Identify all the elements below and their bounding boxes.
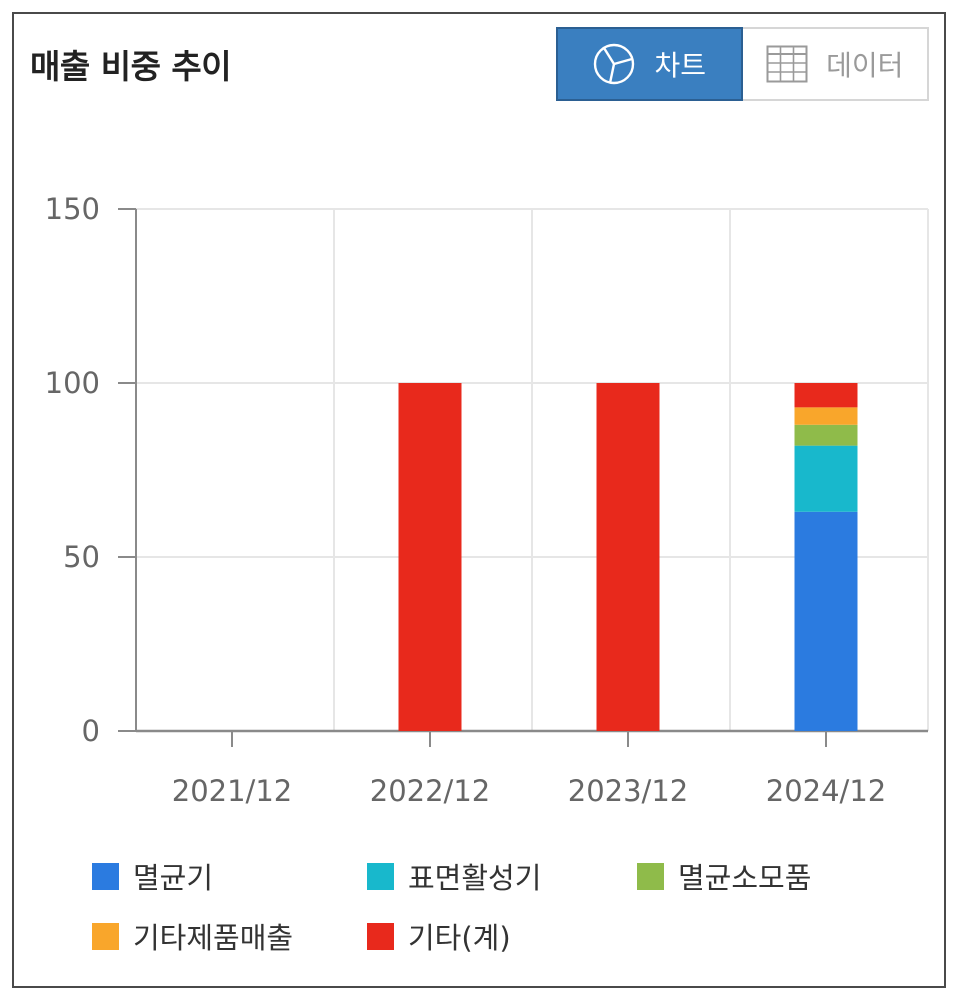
legend-label: 표면활성기 <box>408 861 542 895</box>
x-tick-label: 2022/12 <box>370 774 490 808</box>
chart-title: 매출 비중 추이 <box>30 47 232 86</box>
x-tick-label: 2024/12 <box>766 774 886 808</box>
bar-4-2 <box>596 383 660 731</box>
bar-4-1 <box>398 383 462 731</box>
legend-item[interactable]: 표면활성기 <box>367 855 541 897</box>
table-grid-icon <box>766 45 808 83</box>
x-tick-label: 2023/12 <box>568 774 688 808</box>
legend-swatch <box>92 922 119 950</box>
y-tick-label: 150 <box>45 192 100 226</box>
view-toggle: 차트 데이터 <box>556 27 929 101</box>
y-tick-label: 50 <box>63 540 100 574</box>
legend-label: 멸균소모품 <box>678 861 812 895</box>
legend-item[interactable]: 멸균기 <box>92 855 213 897</box>
legend-swatch <box>637 862 664 890</box>
data-view-button[interactable]: 데이터 <box>742 27 929 101</box>
legend-item[interactable]: 기타제품매출 <box>92 915 293 957</box>
pie-chart-icon <box>594 43 635 85</box>
legend-item[interactable]: 기타(계) <box>367 915 511 957</box>
y-tick-label: 100 <box>45 366 100 400</box>
legend-label: 멸균기 <box>133 861 214 895</box>
bar-0-3 <box>794 511 858 731</box>
data-view-label: 데이터 <box>826 49 904 82</box>
chart-view-label: 차트 <box>654 49 707 82</box>
legend-swatch <box>367 862 394 890</box>
chart-panel <box>12 12 946 988</box>
y-tick-label: 0 <box>82 714 100 748</box>
x-tick-label: 2021/12 <box>172 774 292 808</box>
bar-3-3 <box>794 407 858 425</box>
legend-swatch <box>92 862 119 890</box>
bar-4-3 <box>794 383 858 408</box>
legend-label: 기타제품매출 <box>133 921 294 955</box>
legend-swatch <box>367 922 394 950</box>
legend-item[interactable]: 멸균소모품 <box>637 855 811 897</box>
bar-1-3 <box>794 445 858 512</box>
legend-label: 기타(계) <box>408 921 511 955</box>
chart-view-button[interactable]: 차트 <box>556 27 743 101</box>
bar-2-3 <box>794 424 858 446</box>
